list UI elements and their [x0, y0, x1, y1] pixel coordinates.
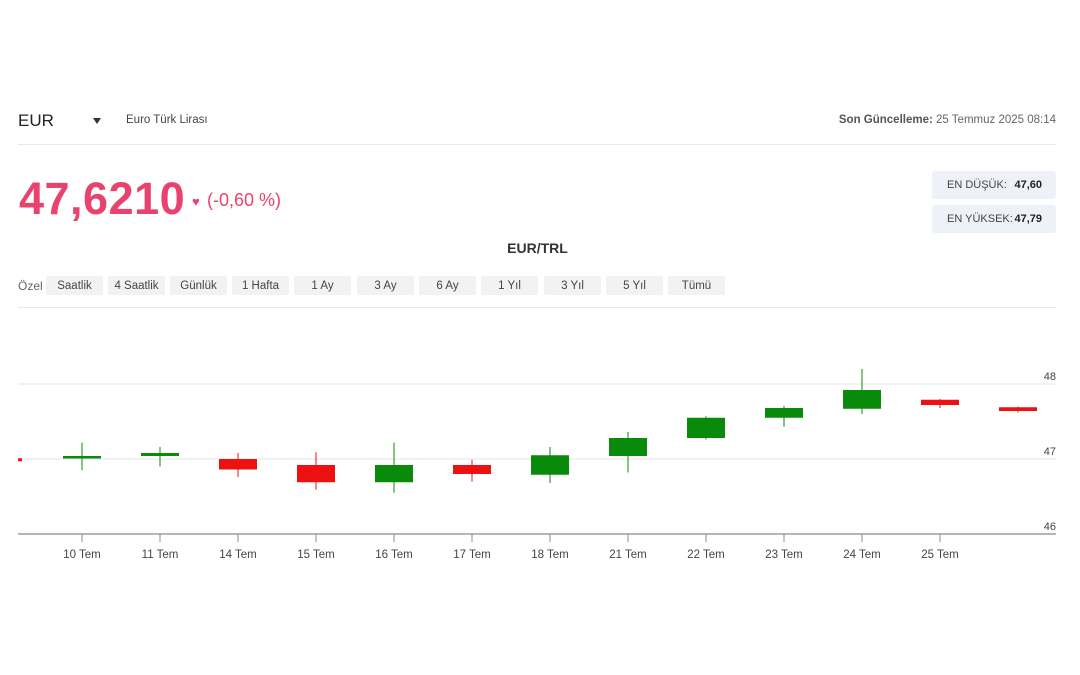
x-tick-label: 14 Tem	[219, 549, 257, 561]
currency-name: Euro Türk Lirası	[126, 114, 208, 126]
caret-down-icon	[93, 118, 101, 124]
current-price: 47,6210	[19, 173, 186, 224]
high-label: EN YÜKSEK:	[947, 213, 1013, 225]
candle-body	[765, 408, 803, 418]
divider	[18, 307, 1056, 308]
x-tick-label: 22 Tem	[687, 549, 725, 561]
range-button-hourly[interactable]: Saatlik	[46, 276, 103, 295]
x-tick-label: 18 Tem	[531, 549, 569, 561]
last-update-label: Son Güncelleme:	[838, 114, 933, 126]
high-value: 47,79	[1014, 213, 1042, 225]
y-tick-label: 48	[1044, 371, 1056, 383]
candle-body	[63, 456, 101, 459]
range-button-6-months[interactable]: 6 Ay	[419, 276, 476, 295]
x-tick-label: 21 Tem	[609, 549, 647, 561]
candle-body	[999, 407, 1037, 411]
chart-title: EUR/TRL	[507, 240, 568, 256]
x-tick-label: 15 Tem	[297, 549, 335, 561]
last-update: Son Güncelleme: 25 Temmuz 2025 08:14	[839, 114, 1056, 126]
range-button-5-years[interactable]: 5 Yıl	[606, 276, 663, 295]
range-button-1-year[interactable]: 1 Yıl	[481, 276, 538, 295]
x-tick-label: 17 Tem	[453, 549, 491, 561]
low-label: EN DÜŞÜK:	[947, 179, 1007, 191]
x-tick-label: 16 Tem	[375, 549, 413, 561]
y-tick-label: 47	[1044, 446, 1056, 458]
x-tick-label: 23 Tem	[765, 549, 803, 561]
custom-range-label[interactable]: Özel	[18, 279, 43, 293]
candle-body	[375, 465, 413, 483]
low-stat: EN DÜŞÜK: 47,60	[932, 171, 1056, 199]
candle-body	[609, 438, 647, 456]
candle-body	[843, 390, 881, 409]
x-tick-label: 25 Tem	[921, 549, 959, 561]
range-button-4-hourly[interactable]: 4 Saatlik	[108, 276, 165, 295]
candle-body	[141, 453, 179, 456]
last-update-value: 25 Temmuz 2025 08:14	[936, 114, 1056, 126]
high-stat: EN YÜKSEK: 47,79	[932, 205, 1056, 233]
x-tick-label: 10 Tem	[63, 549, 101, 561]
price-change: (-0,60 %)	[207, 190, 282, 210]
y-tick-label: 46	[1044, 521, 1056, 533]
divider	[18, 144, 1056, 145]
candle-body	[453, 465, 491, 474]
currency-code: EUR	[18, 111, 54, 130]
range-button-all[interactable]: Tümü	[668, 276, 725, 295]
low-value: 47,60	[1014, 179, 1042, 191]
range-button-3-years[interactable]: 3 Yıl	[544, 276, 601, 295]
candle-body	[921, 399, 959, 405]
candle-partial	[18, 458, 22, 462]
candle-body	[219, 459, 257, 470]
range-button-1-month[interactable]: 1 Ay	[294, 276, 351, 295]
currency-dropdown[interactable]: EUR	[18, 109, 110, 133]
x-tick-label: 11 Tem	[142, 549, 179, 561]
x-tick-label: 24 Tem	[843, 549, 881, 561]
candle-body	[531, 455, 569, 475]
candle-body	[687, 417, 725, 438]
heart-icon: ♥	[192, 194, 200, 209]
candle-body	[297, 465, 335, 483]
range-button-3-months[interactable]: 3 Ay	[357, 276, 414, 295]
range-button-1-week[interactable]: 1 Hafta	[232, 276, 289, 295]
range-button-daily[interactable]: Günlük	[170, 276, 227, 295]
